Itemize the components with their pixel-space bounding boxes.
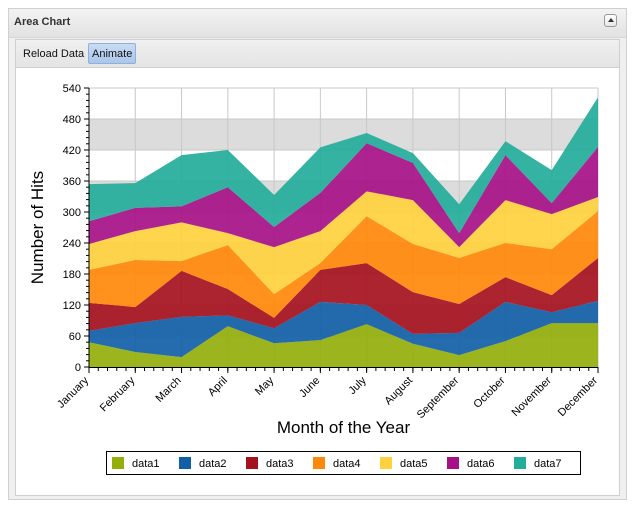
legend-label-data5: data5 <box>400 458 428 470</box>
x-tick-label: March <box>154 375 184 405</box>
toolbar: Reload Data Animate <box>16 40 619 68</box>
area-series-data6 <box>89 143 598 248</box>
legend-swatch-data1 <box>112 457 124 469</box>
x-tick-label: September <box>415 374 462 421</box>
y-tick-label: 360 <box>63 176 81 188</box>
triangle-up-icon <box>608 18 614 22</box>
x-tick-label: April <box>206 375 230 399</box>
x-tick-label: February <box>98 374 138 414</box>
x-tick-label: November <box>509 374 554 419</box>
area-series-data1 <box>89 323 598 367</box>
x-tick-label: October <box>471 374 507 410</box>
x-tick-label: June <box>297 375 322 400</box>
y-tick-label: 120 <box>63 300 81 312</box>
legend-label-data6: data6 <box>467 458 495 470</box>
y-tick-label: 480 <box>63 114 81 126</box>
area-series-data4 <box>89 210 598 318</box>
panel-header: Area Chart <box>9 9 626 38</box>
y-tick-label: 540 <box>63 83 81 95</box>
y-tick-label: 420 <box>63 145 81 157</box>
x-tick-label: July <box>346 374 369 397</box>
y-tick-label: 0 <box>75 362 81 374</box>
y-axis-title: Number of Hits <box>28 171 47 284</box>
y-tick-label: 300 <box>63 207 81 219</box>
collapse-button[interactable] <box>604 14 617 27</box>
area-series-data2 <box>89 300 598 358</box>
y-tick-label: 180 <box>63 269 81 281</box>
y-tick-label: 240 <box>63 238 81 250</box>
area-series-data5 <box>89 191 598 295</box>
legend-box <box>106 451 581 475</box>
x-tick-label: August <box>382 375 415 408</box>
x-tick-label: January <box>55 374 92 411</box>
legend-label-data1: data1 <box>132 458 160 470</box>
legend-swatch-data2 <box>179 457 191 469</box>
legend-swatch-data4 <box>313 457 325 469</box>
x-tick-label: May <box>253 374 277 398</box>
legend-swatch-data6 <box>447 457 459 469</box>
legend-label-data7: data7 <box>534 458 562 470</box>
area-series-data3 <box>89 257 598 334</box>
area-series-data7 <box>89 97 598 234</box>
legend-swatch-data5 <box>380 457 392 469</box>
panel-title: Area Chart <box>14 16 71 28</box>
animate-button[interactable]: Animate <box>88 43 137 64</box>
reload-data-button[interactable]: Reload Data <box>23 48 85 60</box>
legend-label-data3: data3 <box>266 458 294 470</box>
legend-swatch-data3 <box>246 457 258 469</box>
legend-swatch-data7 <box>514 457 526 469</box>
y-tick-label: 60 <box>69 331 81 343</box>
legend-label-data2: data2 <box>199 458 227 470</box>
x-tick-label: December <box>556 374 601 419</box>
x-axis-title: Month of the Year <box>277 418 411 437</box>
area-chart-panel: Area Chart Reload Data Animate 0 60 120 180… <box>8 8 627 500</box>
legend-label-data4: data4 <box>333 458 361 470</box>
